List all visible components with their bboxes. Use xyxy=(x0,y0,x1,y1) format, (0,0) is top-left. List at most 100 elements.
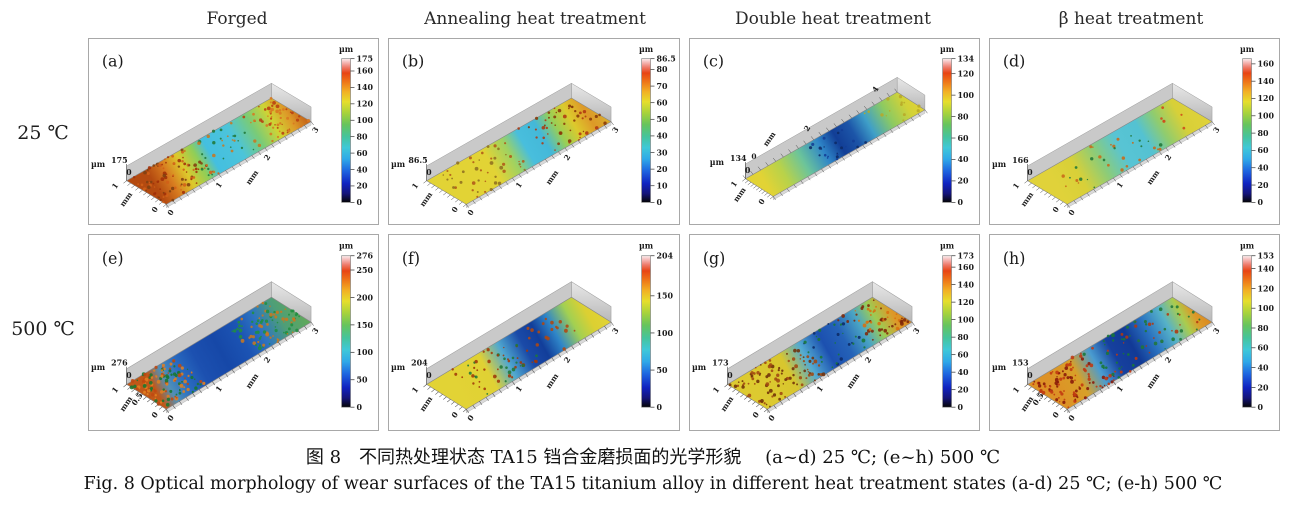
panel-d: 0 1 2 3 mm 1 0 mm µm 166 0 µm 160 140 120 100 80 60 40 20 0(… xyxy=(988,38,1280,225)
svg-text:0: 0 xyxy=(1050,205,1060,214)
svg-text:mm: mm xyxy=(719,395,735,414)
panel-label-e: (e) xyxy=(102,249,124,268)
panel-e: 0 1 2 3 mm 1 0.5 0 mm µm 276 0 µm 276 250 200 150 100 50 0(… xyxy=(88,234,380,431)
svg-text:0: 0 xyxy=(957,402,963,412)
svg-text:276: 276 xyxy=(356,250,373,260)
svg-text:µm: µm xyxy=(1240,240,1255,250)
svg-text:50: 50 xyxy=(657,115,669,124)
svg-text:1: 1 xyxy=(814,384,824,394)
svg-text:mm: mm xyxy=(244,372,260,391)
svg-text:120: 120 xyxy=(356,100,373,109)
z-axis-c: µm 134 0 xyxy=(709,154,750,179)
svg-text:2: 2 xyxy=(1163,153,1173,162)
svg-text:mm: mm xyxy=(544,372,560,391)
surface-d xyxy=(1026,82,1213,209)
caption-chinese: 图 8 不同热处理状态 TA15 铛合金磨损面的光学形貌 (a~d) 25 ℃;… xyxy=(305,447,1001,468)
z-axis-b: µm 86.5 0 xyxy=(391,156,432,181)
svg-text:250: 250 xyxy=(356,265,373,275)
svg-text:mm: mm xyxy=(1019,190,1036,208)
svg-text:166: 166 xyxy=(1012,156,1029,165)
svg-text:20: 20 xyxy=(356,182,368,191)
column-header-annealing: Annealing heat treatment xyxy=(424,9,646,29)
svg-text:0: 0 xyxy=(150,410,160,420)
svg-text:1: 1 xyxy=(728,179,738,188)
svg-text:175: 175 xyxy=(356,54,373,63)
svg-text:µm: µm xyxy=(391,362,406,372)
surface-h xyxy=(1026,281,1213,414)
svg-text:0: 0 xyxy=(1027,370,1033,380)
svg-text:µm: µm xyxy=(391,160,406,169)
z-axis-a: µm 175 0 xyxy=(91,156,132,181)
svg-text:175: 175 xyxy=(111,156,128,165)
svg-text:1: 1 xyxy=(214,384,224,394)
panel-label-g: (g) xyxy=(702,249,725,268)
svg-text:3: 3 xyxy=(1211,326,1221,336)
svg-text:80: 80 xyxy=(657,65,669,74)
svg-text:µm: µm xyxy=(339,45,354,54)
svg-text:40: 40 xyxy=(1257,164,1269,173)
svg-text:2: 2 xyxy=(262,355,272,365)
svg-text:0: 0 xyxy=(466,208,476,217)
surface-g xyxy=(726,281,913,414)
svg-text:0: 0 xyxy=(657,402,663,412)
column-header-forged: Forged xyxy=(206,9,268,29)
svg-text:100: 100 xyxy=(1257,303,1274,313)
svg-text:1: 1 xyxy=(1011,181,1021,190)
svg-text:0: 0 xyxy=(466,413,476,423)
svg-text:1: 1 xyxy=(110,181,120,190)
svg-text:µm: µm xyxy=(1240,45,1255,54)
surface-e xyxy=(126,281,312,414)
z-axis-f: µm 204 0 xyxy=(391,358,432,385)
panel-label-c: (c) xyxy=(702,52,723,71)
svg-text:0: 0 xyxy=(727,370,733,380)
svg-text:20: 20 xyxy=(957,384,968,394)
panel-label-a: (a) xyxy=(102,52,124,71)
panel-c: 2 4 mm 0 1 0 mm µm 134 0 µm 134 120 100 80 60 40 20 0 (c) xyxy=(688,38,980,225)
svg-text:µm: µm xyxy=(939,45,954,54)
svg-text:mm: mm xyxy=(418,395,434,414)
panel-b: 0 1 2 3 mm 1 0 mm µm 86.5 0 µm 86.5 80 70 60 50 40 30 20 10 0… xyxy=(388,38,680,225)
svg-text:60: 60 xyxy=(657,98,669,107)
svg-text:140: 140 xyxy=(957,279,974,289)
svg-text:µm: µm xyxy=(709,158,724,167)
svg-text:1: 1 xyxy=(711,385,721,395)
column-header-double: Double heat treatment xyxy=(735,9,931,29)
svg-text:µm: µm xyxy=(691,362,706,372)
svg-text:40: 40 xyxy=(957,367,968,377)
svg-text:3: 3 xyxy=(610,125,620,134)
svg-text:60: 60 xyxy=(957,134,969,143)
row-label-500c: 500 ℃ xyxy=(11,318,75,340)
svg-text:0: 0 xyxy=(126,370,132,380)
svg-text:160: 160 xyxy=(356,67,373,76)
svg-text:0: 0 xyxy=(450,410,460,420)
surface-a xyxy=(126,82,312,209)
svg-text:2: 2 xyxy=(802,124,812,133)
svg-text:100: 100 xyxy=(356,116,373,125)
svg-text:µm: µm xyxy=(939,240,954,250)
svg-text:0: 0 xyxy=(126,168,132,177)
svg-text:1: 1 xyxy=(514,180,524,189)
svg-text:0: 0 xyxy=(1027,168,1033,177)
svg-text:0: 0 xyxy=(1257,402,1263,412)
svg-text:10: 10 xyxy=(657,182,669,191)
z-axis-e: µm 276 0 xyxy=(91,358,132,385)
row-label-25c: 25 ℃ xyxy=(17,122,69,144)
svg-text:40: 40 xyxy=(957,155,969,164)
svg-text:200: 200 xyxy=(356,292,373,302)
svg-text:1: 1 xyxy=(1011,385,1021,395)
svg-text:20: 20 xyxy=(957,177,969,186)
svg-text:0: 0 xyxy=(426,168,432,177)
svg-text:80: 80 xyxy=(957,112,969,121)
svg-text:100: 100 xyxy=(957,91,974,100)
svg-text:20: 20 xyxy=(1257,181,1269,190)
panel-label-h: (h) xyxy=(1003,249,1026,268)
svg-text:2: 2 xyxy=(562,153,572,162)
svg-text:1: 1 xyxy=(514,384,524,394)
